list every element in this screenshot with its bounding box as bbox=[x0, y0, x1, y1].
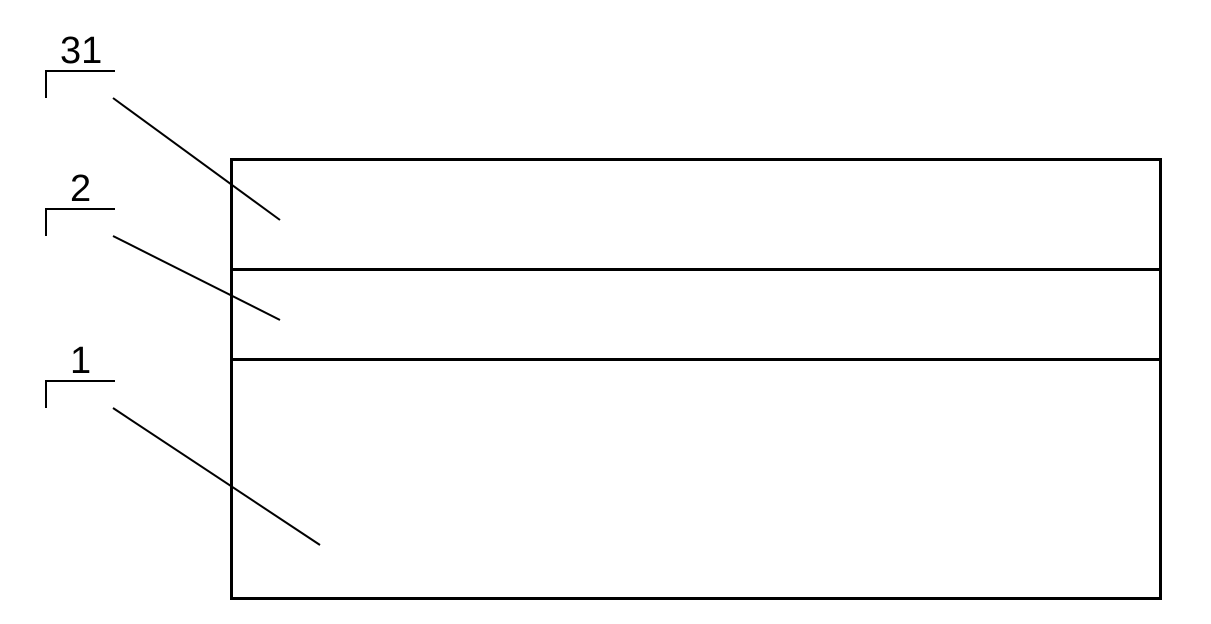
label-box-1 bbox=[45, 380, 115, 408]
diagram-container: 31 2 1 bbox=[0, 0, 1211, 624]
label-box-2 bbox=[45, 208, 115, 236]
layer-1 bbox=[233, 361, 1159, 603]
reference-label-1: 1 bbox=[70, 340, 91, 383]
layer-2 bbox=[233, 271, 1159, 361]
label-box-31 bbox=[45, 70, 115, 98]
reference-label-2: 2 bbox=[70, 168, 91, 211]
reference-label-31: 31 bbox=[60, 30, 102, 73]
layer-stack bbox=[230, 158, 1162, 600]
layer-31 bbox=[233, 161, 1159, 271]
